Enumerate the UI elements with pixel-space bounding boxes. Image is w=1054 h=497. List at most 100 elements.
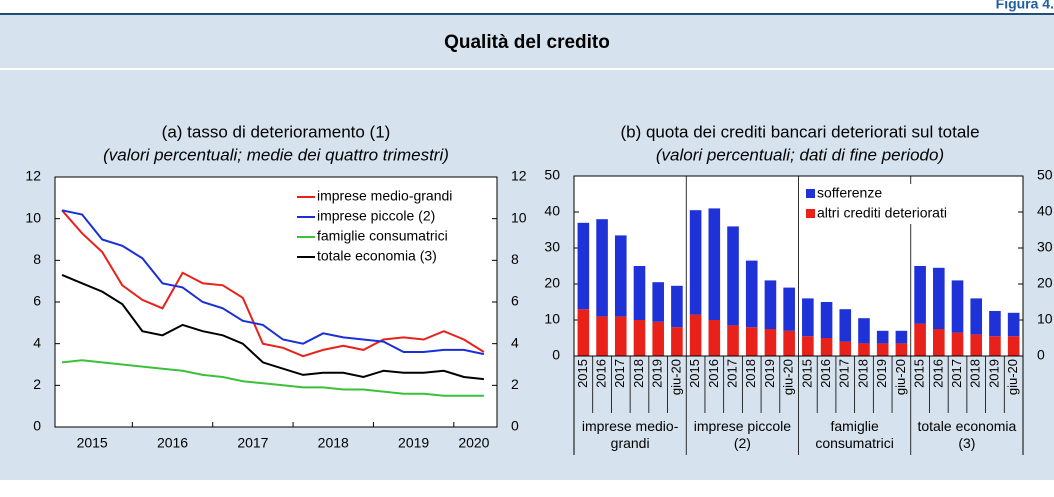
bar <box>708 320 721 356</box>
bar <box>839 309 852 342</box>
bar <box>876 343 889 356</box>
legend-label: famiglie consumatrici <box>317 228 448 244</box>
bar <box>989 311 1001 337</box>
bar <box>802 298 814 337</box>
x-tick-label: 2017 <box>949 359 964 388</box>
x-tick-label: giu-20 <box>668 359 683 395</box>
bar <box>596 316 608 356</box>
y-tick-label: 50 <box>544 167 560 183</box>
bar <box>764 329 777 356</box>
x-tick-label: 2017 <box>612 359 627 388</box>
y2-tick-label: 30 <box>1037 239 1053 255</box>
bar <box>745 260 758 328</box>
x-tick-label: 2015 <box>687 359 702 388</box>
x-tick-label: 2015 <box>575 359 590 388</box>
bar <box>596 219 608 317</box>
x-tick-label: 2019 <box>762 359 777 388</box>
x-tick-label: giu-20 <box>781 359 796 395</box>
bar <box>951 332 964 356</box>
y2-tick-label: 10 <box>511 209 527 225</box>
bar <box>802 336 814 356</box>
line-series <box>61 273 485 381</box>
bar <box>727 226 739 326</box>
legend-box <box>293 186 471 268</box>
y-tick-label: 30 <box>544 239 560 255</box>
x-tick-label: 2019 <box>874 359 889 388</box>
x-tick-label: 2019 <box>986 359 1001 388</box>
y-tick-label: 0 <box>552 347 560 363</box>
bar <box>895 330 908 344</box>
group-label: totale economia (3) <box>917 418 1017 451</box>
y2-tick-label: 12 <box>511 168 527 184</box>
legend: imprese medio-grandi imprese piccole (2) f… <box>293 186 471 268</box>
bar <box>764 280 777 329</box>
legend-label: altri crediti deteriorati <box>817 205 947 221</box>
line-series <box>61 359 484 397</box>
bar <box>820 338 833 356</box>
bar <box>989 336 1001 356</box>
chart-title: (b) quota dei crediti bancari deteriorat… <box>620 122 979 141</box>
legend-label: imprese medio-grandi <box>317 188 452 204</box>
group-label: imprese piccole (2) <box>693 418 791 451</box>
bar <box>689 314 702 356</box>
bar <box>614 235 627 317</box>
x-tick-label: 2017 <box>237 435 268 451</box>
y2-tick-label: 0 <box>1037 347 1045 363</box>
bar <box>652 282 664 322</box>
y2-tick-label: 0 <box>511 418 519 434</box>
y2-tick-label: 10 <box>1037 311 1053 327</box>
bar <box>727 325 739 356</box>
bar <box>858 318 870 344</box>
x-tick-label: 2018 <box>318 435 349 451</box>
y2-tick-label: 2 <box>511 376 519 392</box>
y2-tick-label: 6 <box>511 293 519 309</box>
y-tick-label: 6 <box>33 293 41 309</box>
bar <box>577 222 590 310</box>
chart-title: (a) tasso di deterioramento (1) <box>162 122 391 141</box>
figure-title: Qualità del credito <box>444 32 610 53</box>
legend-swatch <box>806 189 815 198</box>
legend-swatch <box>806 209 815 218</box>
group-label: famiglie consumatrici <box>815 418 894 451</box>
x-tick-label: 2018 <box>855 359 870 388</box>
group-label: imprese medio-grandi <box>581 418 679 451</box>
bar <box>577 309 590 356</box>
bar <box>1007 312 1020 337</box>
y-tick-label: 0 <box>33 418 41 434</box>
x-tick-label: 2016 <box>594 359 609 388</box>
y-tick-label: 10 <box>25 209 41 225</box>
legend-label: totale economia (3) <box>317 248 437 264</box>
x-tick-label: 2020 <box>458 435 489 451</box>
x-tick-label: 2018 <box>631 359 646 388</box>
bar <box>783 330 795 356</box>
y2-tick-label: 20 <box>1037 275 1053 291</box>
legend-box <box>803 184 991 224</box>
y-tick-label: 12 <box>25 168 41 184</box>
legend-label: imprese piccole (2) <box>317 208 435 224</box>
y-tick-label: 40 <box>544 203 560 219</box>
bar <box>895 343 908 356</box>
bar <box>933 267 945 329</box>
x-tick-label: 2015 <box>912 359 927 388</box>
line-series <box>61 209 485 356</box>
bar <box>633 320 646 356</box>
x-tick-label: 2019 <box>398 435 429 451</box>
bar <box>633 266 646 320</box>
y-tick-label: 20 <box>544 275 560 291</box>
legend: sofferenze altri crediti deteriorati <box>803 184 991 224</box>
bar <box>614 316 627 356</box>
x-tick-label: 2019 <box>650 359 665 388</box>
chart-subtitle: (valori percentuali; dati di fine period… <box>656 145 944 164</box>
chart-subtitle: (valori percentuali; medie dei quattro t… <box>103 145 449 164</box>
x-tick-label: 2017 <box>724 359 739 388</box>
figure-label: Figura 4. <box>996 0 1054 12</box>
y-tick-label: 2 <box>33 376 41 392</box>
bar <box>708 208 721 320</box>
bar <box>1007 336 1020 356</box>
y2-tick-label: 8 <box>511 251 519 267</box>
y-tick-label: 4 <box>33 334 41 350</box>
bar <box>839 341 852 356</box>
bar <box>671 285 683 328</box>
